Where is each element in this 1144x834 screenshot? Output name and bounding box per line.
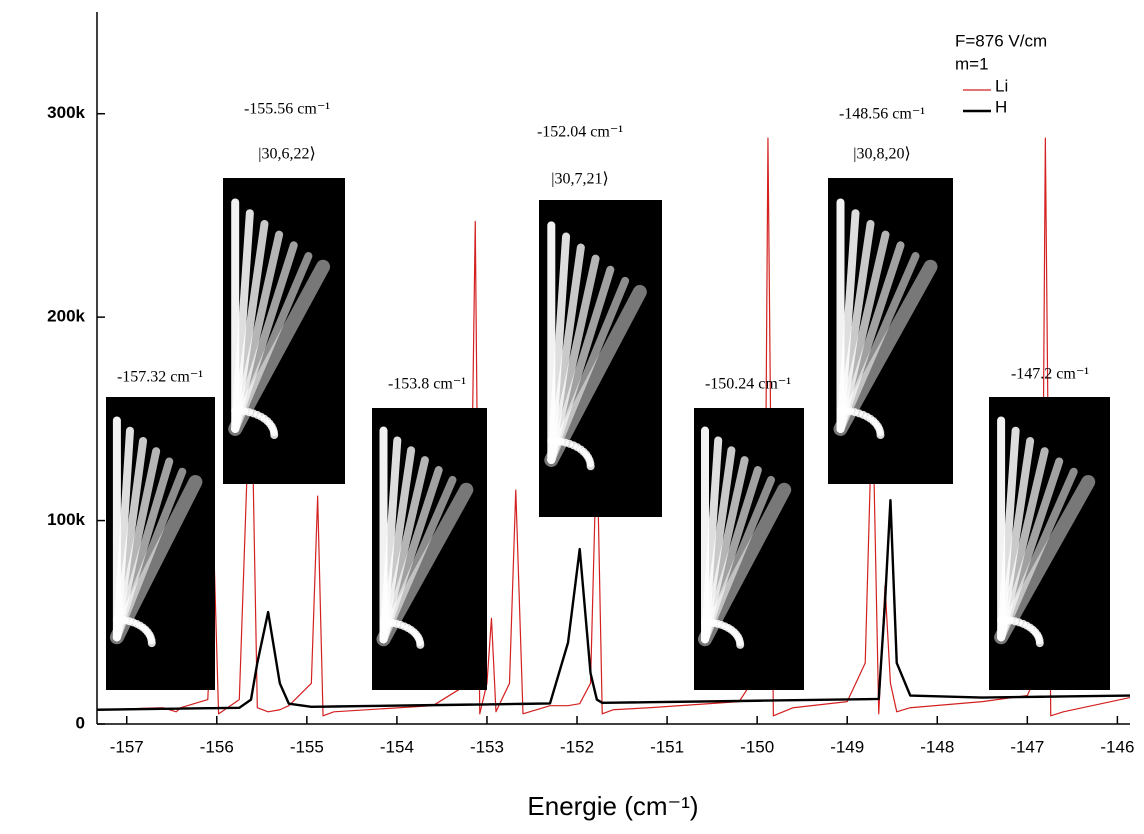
inset-stripe [109,474,203,645]
inset-dot [112,615,121,624]
annotation-state: |30,8,20⟩ [853,146,910,163]
inset-dot [231,406,240,415]
inset-stripe [231,252,313,433]
y-tick-label: 100k [47,510,85,529]
annotation-energy: -152.04 cm⁻¹ [537,124,623,141]
y-tick-label: 300k [47,103,85,122]
inset-stripe [833,259,938,436]
inset-stripe [376,482,474,647]
x-tick-label: -153 [470,737,504,756]
inset-stripe [544,284,647,467]
annotation-energy: -153.8 cm⁻¹ [388,376,466,393]
x-tick-label: -146 [1100,737,1134,756]
inset-stripe [997,467,1078,642]
annotation-energy: -157.32 cm⁻¹ [117,369,203,386]
inset-stripe [228,259,331,436]
x-tick-label: -151 [650,737,684,756]
series-line [97,137,1130,717]
legend-title: F=876 V/cm [955,31,1047,50]
inset-dot [701,618,709,627]
annotation-energy: -155.56 cm⁻¹ [244,101,330,118]
series-line [97,499,1130,711]
x-tick-label: -156 [200,737,234,756]
inset-image [106,397,215,690]
x-tick-label: -148 [920,737,954,756]
x-tick-label: -147 [1010,737,1044,756]
inset-stripe [994,474,1096,645]
inset-stripe [698,482,792,647]
legend-label: H [995,97,1007,116]
inset-stripe [112,467,187,642]
inset-image [694,408,804,690]
annotation-state: |30,6,22⟩ [258,146,315,163]
annotation-energy: -150.24 cm⁻¹ [705,376,791,393]
inset-image [539,200,662,517]
inset-stripe [379,475,457,644]
y-tick-label: 0 [76,713,85,732]
inset-image [828,178,953,484]
legend-title: m=1 [955,54,989,73]
x-axis-title: Energie (cm⁻¹) [527,791,698,821]
inset-image [372,408,487,690]
inset-dot [997,615,1006,624]
inset-image [223,178,345,484]
inset-dot [836,406,845,415]
legend-label: Li [995,76,1008,95]
annotation-energy: -148.56 cm⁻¹ [839,106,925,123]
x-tick-label: -155 [290,737,324,756]
x-tick-label: -154 [380,737,414,756]
inset-stripe [547,276,630,464]
y-tick-label: 200k [47,307,85,326]
x-tick-label: -150 [740,737,774,756]
inset-image [989,397,1110,690]
x-tick-label: -152 [560,737,594,756]
inset-stripe [836,252,920,433]
inset-dot [379,618,388,627]
plot-area [97,137,1130,717]
x-tick-label: -157 [110,737,144,756]
inset-stripe [701,475,775,644]
x-tick-label: -149 [830,737,864,756]
annotation-energy: -147.2 cm⁻¹ [1011,366,1089,383]
inset-dot [547,436,556,445]
annotation-state: |30,7,21⟩ [551,171,608,188]
